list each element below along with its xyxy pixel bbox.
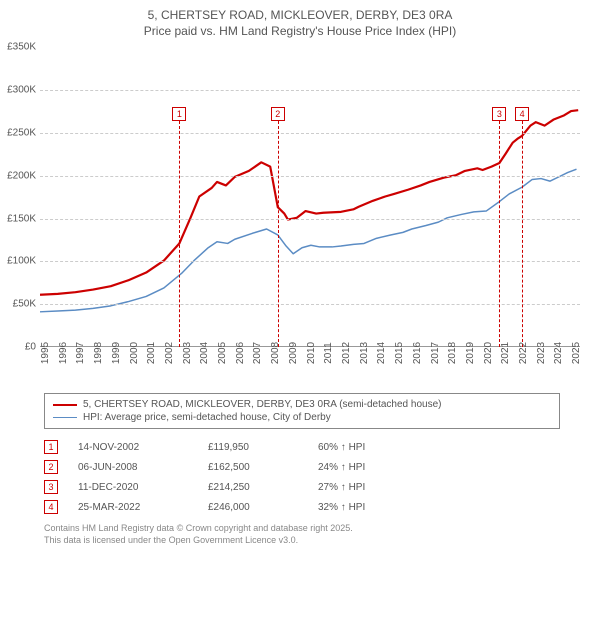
legend-row: 5, CHERTSEY ROAD, MICKLEOVER, DERBY, DE3… bbox=[53, 398, 551, 411]
x-tick-label: 2002 bbox=[164, 342, 175, 364]
x-tick-label: 1996 bbox=[58, 342, 69, 364]
series-hpi bbox=[40, 169, 577, 312]
event-row: 1 14-NOV-2002 £119,950 60% ↑ HPI bbox=[44, 437, 560, 457]
x-tick-label: 1995 bbox=[40, 342, 51, 364]
grid-line bbox=[40, 90, 580, 91]
event-row: 2 06-JUN-2008 £162,500 24% ↑ HPI bbox=[44, 457, 560, 477]
marker-box-4: 4 bbox=[515, 107, 529, 121]
x-tick-label: 2016 bbox=[412, 342, 423, 364]
title-subtitle: Price paid vs. HM Land Registry's House … bbox=[0, 24, 600, 40]
legend-label: 5, CHERTSEY ROAD, MICKLEOVER, DERBY, DE3… bbox=[83, 399, 441, 410]
x-tick-label: 2012 bbox=[341, 342, 352, 364]
x-tick-label: 2001 bbox=[146, 342, 157, 364]
x-tick-label: 2010 bbox=[306, 342, 317, 364]
x-tick-label: 1997 bbox=[75, 342, 86, 364]
x-axis: 1995199619971998199920002001200220032004… bbox=[40, 349, 580, 389]
event-hpi: 27% ↑ HPI bbox=[318, 482, 365, 493]
event-marker: 1 bbox=[44, 440, 58, 454]
x-tick-label: 2019 bbox=[465, 342, 476, 364]
event-hpi: 60% ↑ HPI bbox=[318, 442, 365, 453]
event-hpi: 24% ↑ HPI bbox=[318, 462, 365, 473]
legend-row: HPI: Average price, semi-detached house,… bbox=[53, 411, 551, 424]
y-tick-label: £300K bbox=[7, 85, 36, 96]
events-table: 1 14-NOV-2002 £119,950 60% ↑ HPI 2 06-JUN-200… bbox=[44, 437, 560, 517]
footer-line1: Contains HM Land Registry data © Crown c… bbox=[44, 523, 560, 535]
event-hpi: 32% ↑ HPI bbox=[318, 502, 365, 513]
plot-wrapper: £0£50K£100K£150K£200K£250K£300K£350K 123… bbox=[0, 47, 590, 387]
x-tick-label: 2007 bbox=[252, 342, 263, 364]
x-tick-label: 2023 bbox=[536, 342, 547, 364]
event-price: £162,500 bbox=[208, 462, 298, 473]
x-tick-label: 2020 bbox=[483, 342, 494, 364]
event-date: 06-JUN-2008 bbox=[78, 462, 188, 473]
y-tick-label: £250K bbox=[7, 127, 36, 138]
x-tick-label: 2015 bbox=[394, 342, 405, 364]
legend: 5, CHERTSEY ROAD, MICKLEOVER, DERBY, DE3… bbox=[44, 393, 560, 429]
y-tick-label: £350K bbox=[7, 42, 36, 53]
x-tick-label: 2003 bbox=[182, 342, 193, 364]
x-tick-label: 2014 bbox=[376, 342, 387, 364]
x-tick-label: 2022 bbox=[518, 342, 529, 364]
legend-swatch bbox=[53, 417, 77, 418]
x-tick-label: 2018 bbox=[447, 342, 458, 364]
marker-line-4 bbox=[522, 121, 523, 347]
x-tick-label: 2013 bbox=[359, 342, 370, 364]
title-address: 5, CHERTSEY ROAD, MICKLEOVER, DERBY, DE3… bbox=[0, 8, 600, 24]
marker-box-1: 1 bbox=[172, 107, 186, 121]
y-tick-label: £100K bbox=[7, 256, 36, 267]
y-tick-label: £50K bbox=[13, 299, 36, 310]
x-tick-label: 2009 bbox=[288, 342, 299, 364]
x-tick-label: 2005 bbox=[217, 342, 228, 364]
y-tick-label: £0 bbox=[25, 342, 36, 353]
x-tick-label: 2025 bbox=[571, 342, 582, 364]
event-date: 11-DEC-2020 bbox=[78, 482, 188, 493]
chart-title: 5, CHERTSEY ROAD, MICKLEOVER, DERBY, DE3… bbox=[0, 8, 600, 39]
footer-line2: This data is licensed under the Open Gov… bbox=[44, 535, 560, 547]
x-tick-label: 2024 bbox=[553, 342, 564, 364]
marker-line-2 bbox=[278, 121, 279, 347]
event-marker: 4 bbox=[44, 500, 58, 514]
event-row: 4 25-MAR-2022 £246,000 32% ↑ HPI bbox=[44, 497, 560, 517]
x-tick-label: 1998 bbox=[93, 342, 104, 364]
chart-container: 5, CHERTSEY ROAD, MICKLEOVER, DERBY, DE3… bbox=[0, 0, 600, 547]
x-tick-label: 2011 bbox=[323, 342, 334, 364]
x-tick-label: 2008 bbox=[270, 342, 281, 364]
y-tick-label: £200K bbox=[7, 170, 36, 181]
event-price: £246,000 bbox=[208, 502, 298, 513]
legend-swatch bbox=[53, 404, 77, 406]
event-price: £214,250 bbox=[208, 482, 298, 493]
footer-note: Contains HM Land Registry data © Crown c… bbox=[44, 523, 560, 546]
marker-line-3 bbox=[499, 121, 500, 347]
event-row: 3 11-DEC-2020 £214,250 27% ↑ HPI bbox=[44, 477, 560, 497]
x-tick-label: 2017 bbox=[430, 342, 441, 364]
event-price: £119,950 bbox=[208, 442, 298, 453]
x-tick-label: 2004 bbox=[199, 342, 210, 364]
event-marker: 3 bbox=[44, 480, 58, 494]
y-tick-label: £150K bbox=[7, 213, 36, 224]
event-marker: 2 bbox=[44, 460, 58, 474]
y-axis: £0£50K£100K£150K£200K£250K£300K£350K bbox=[0, 47, 40, 347]
x-tick-label: 2000 bbox=[129, 342, 140, 364]
legend-label: HPI: Average price, semi-detached house,… bbox=[83, 412, 331, 423]
marker-box-2: 2 bbox=[271, 107, 285, 121]
x-tick-label: 2021 bbox=[500, 342, 511, 364]
plot-area: 1 2 34 bbox=[40, 47, 580, 347]
event-date: 14-NOV-2002 bbox=[78, 442, 188, 453]
marker-line-1 bbox=[179, 121, 180, 347]
x-tick-label: 2006 bbox=[235, 342, 246, 364]
marker-box-3: 3 bbox=[492, 107, 506, 121]
event-date: 25-MAR-2022 bbox=[78, 502, 188, 513]
x-tick-label: 1999 bbox=[111, 342, 122, 364]
